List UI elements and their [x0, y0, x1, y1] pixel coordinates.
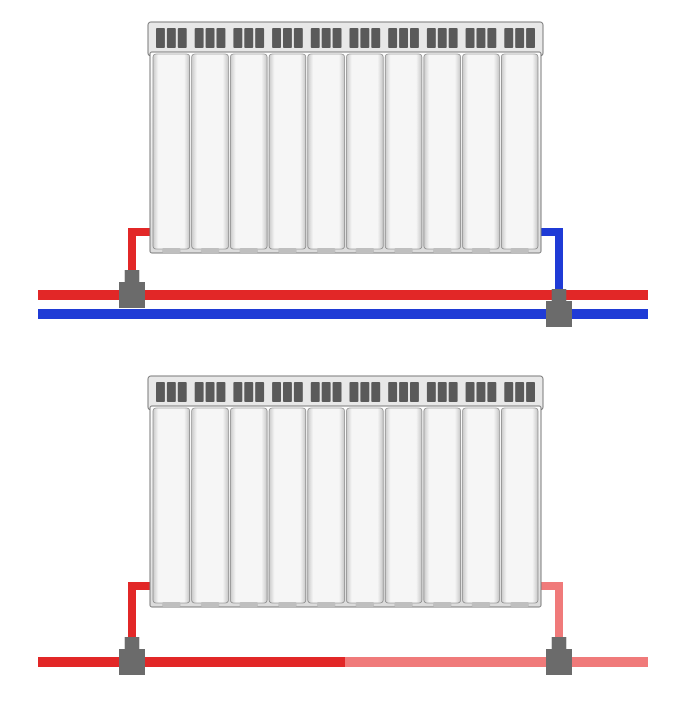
radiator — [148, 376, 543, 607]
radiator — [148, 22, 543, 253]
radiator-piping-diagram — [0, 0, 690, 707]
